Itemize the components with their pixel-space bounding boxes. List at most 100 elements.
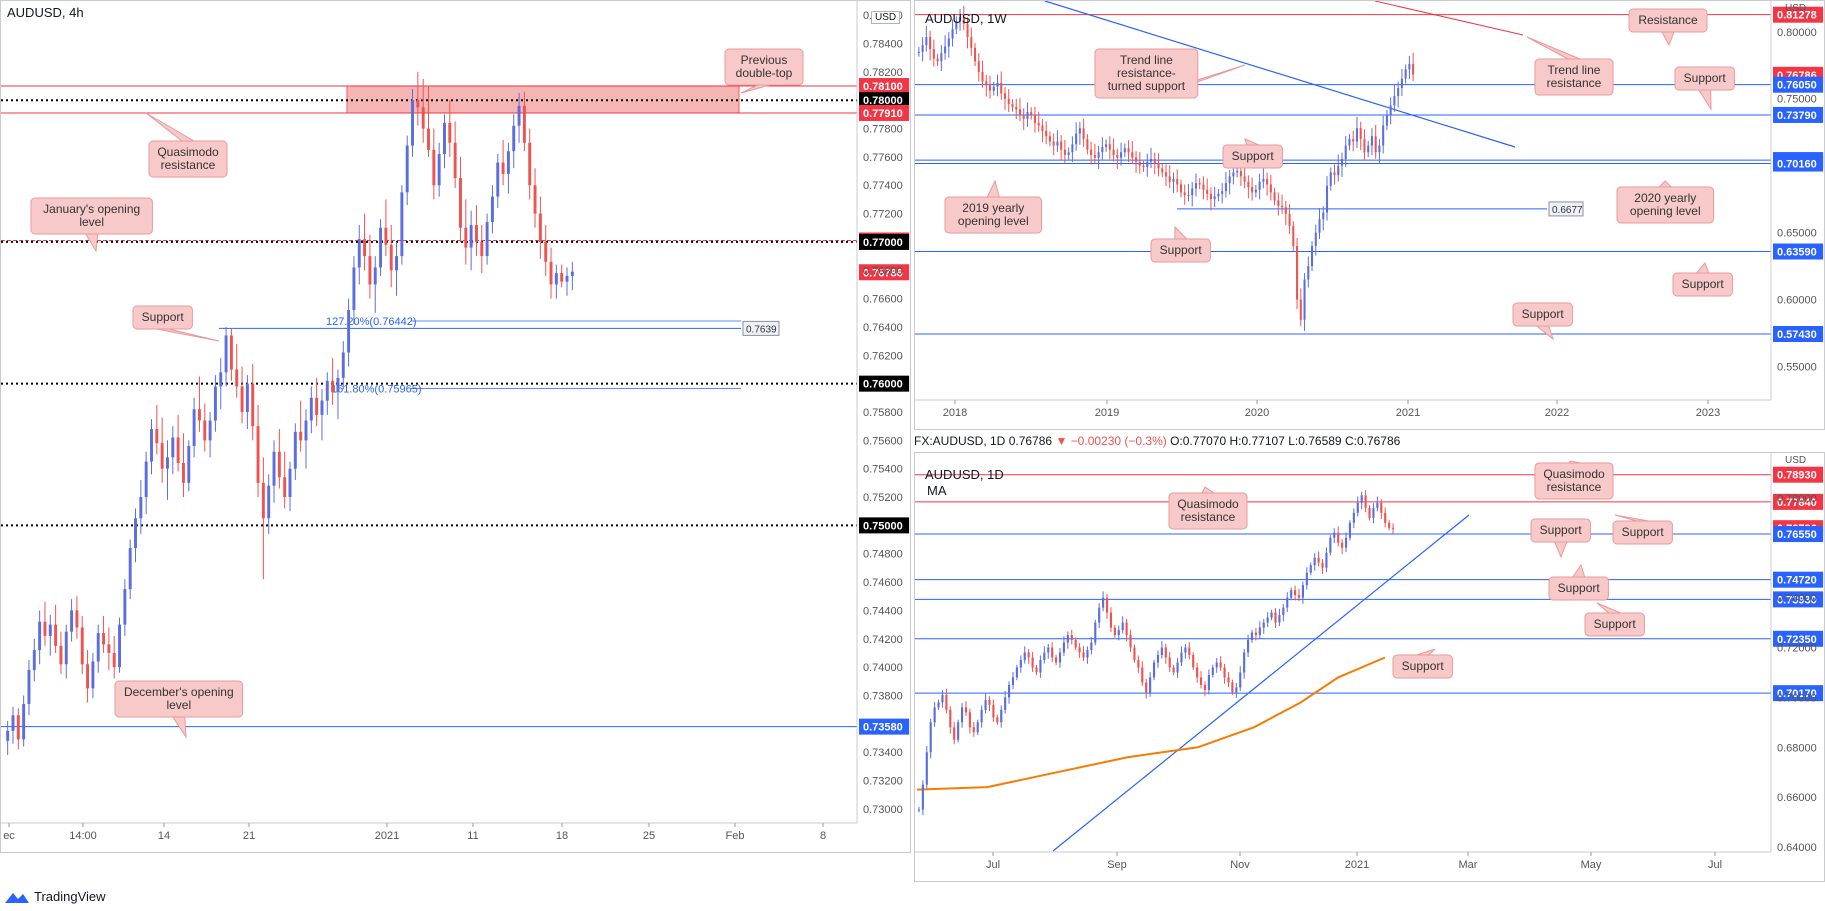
h4-candle — [448, 122, 452, 143]
h4-candle — [368, 256, 372, 285]
chart-daily-svg[interactable]: 0.789300.778400.767860.765500.747200.739… — [915, 453, 1825, 882]
h4-y-tick: 0.74200 — [863, 634, 903, 646]
d1-candle — [949, 709, 952, 728]
callout-quasimodo-resistance-4h-text: Quasimodo — [157, 145, 219, 159]
d-price-tag-0.72350: 0.72350 — [1777, 634, 1817, 646]
d1-candle — [1278, 615, 1281, 623]
d1-candle — [917, 809, 921, 811]
chart-panel-weekly[interactable]: 0.812780.767860.760500.737900.704200.701… — [914, 0, 1825, 430]
h4-candle — [501, 162, 505, 174]
d1-candle — [1117, 630, 1120, 636]
h4-candle — [229, 335, 233, 370]
callout-support-weekly-2-text: Support — [1232, 149, 1275, 163]
w1-candle — [992, 86, 995, 91]
d1-candle — [1368, 507, 1371, 518]
w1-candle — [988, 85, 992, 91]
w1-candle — [936, 58, 939, 62]
callout-support-daily-5-pointer — [1416, 648, 1436, 656]
price-tag-0.76786: 0.76786 — [863, 267, 903, 279]
w1-candle — [1183, 192, 1186, 196]
callout-2020-yearly-opening-pointer — [1658, 180, 1672, 188]
d1-candle — [1105, 597, 1109, 613]
d1-candle — [1168, 657, 1171, 668]
h4-candle — [123, 589, 127, 625]
h4-candle — [219, 372, 223, 387]
callout-support-4h-box — [132, 305, 193, 330]
d1-candle — [1235, 687, 1238, 693]
h4-candle — [538, 213, 542, 242]
d1-candle — [1152, 662, 1156, 678]
d1-candle — [1337, 532, 1340, 543]
price-tag-0.76000: 0.76000 — [863, 379, 903, 391]
d1-candle — [1113, 627, 1116, 636]
h4-x-tick: 18 — [556, 830, 568, 842]
callout-support-weekly-2-box — [1222, 144, 1283, 169]
d1-candle — [1270, 612, 1273, 618]
w1-candle — [1243, 176, 1246, 182]
w1-candle — [1224, 183, 1227, 192]
callout-support-daily-1-pointer — [1554, 541, 1568, 559]
h4-x-tick: 11 — [467, 830, 478, 842]
callout-previous-double-top-box — [724, 48, 804, 86]
w1-candle — [1052, 141, 1055, 146]
chart-4h-svg[interactable]: 0.781000.780000.779100.770100.770000.767… — [1, 1, 911, 853]
h4-candle — [181, 463, 185, 483]
callout-januarys-opening-level-pointer — [85, 233, 99, 253]
d1-candle — [1309, 565, 1312, 573]
chart-panel-4h[interactable]: 0.781000.780000.779100.770100.770000.767… — [0, 0, 911, 853]
d1-candle — [1207, 674, 1210, 690]
h4-candle — [208, 420, 212, 441]
h4-candle — [427, 128, 430, 150]
w1-candle — [944, 46, 947, 54]
h4-candle — [176, 437, 180, 464]
h4-candle — [512, 125, 516, 152]
d1-candle — [1372, 507, 1375, 518]
h4-candle — [480, 241, 484, 257]
d1-candle — [964, 707, 968, 713]
h4-y-tick: 0.74400 — [863, 605, 903, 617]
callout-decembers-opening-level-pointer — [172, 716, 187, 739]
h4-candle — [160, 443, 164, 469]
brand-name: TradingView — [34, 889, 106, 904]
w1-x-tick: 2021 — [1396, 407, 1420, 419]
d-price-tag-0.73930-bg — [1773, 591, 1824, 608]
h4-candle — [443, 122, 446, 155]
h4-candle — [347, 309, 351, 353]
d1-candle — [1356, 502, 1359, 513]
w1-candle — [1153, 158, 1156, 164]
callout-support-weekly-5-box — [1512, 302, 1573, 327]
callout-support-daily-4-box — [1584, 612, 1645, 637]
w1-candle — [1258, 181, 1261, 190]
w1-candle — [1093, 154, 1096, 158]
w1-candle — [1149, 158, 1153, 162]
w1-candle — [1082, 128, 1085, 139]
w1-candle — [1127, 148, 1130, 153]
h4-candle — [528, 142, 532, 186]
w-trendline-resistance — [1374, 1, 1524, 36]
callout-support-daily-4-pointer — [1596, 602, 1621, 614]
d1-candle — [1391, 527, 1395, 529]
callout-resistance-weekly-box — [1628, 8, 1708, 33]
w1-candle — [1146, 161, 1149, 168]
callout-trendline-resistance-weekly-box — [1534, 58, 1614, 96]
price-tag-0.75000: 0.75000 — [863, 520, 903, 532]
d1-candle — [1305, 572, 1308, 586]
d1-candle — [1258, 627, 1261, 636]
h4-candle — [416, 100, 420, 108]
w1-candle — [1296, 246, 1299, 300]
h4-candle — [96, 633, 100, 662]
d1-candle — [1082, 652, 1085, 658]
w1-candle — [932, 49, 935, 59]
down-arrow-icon: ▼ — [1055, 434, 1068, 448]
chart-title-daily: AUDUSD, 1D — [925, 467, 1004, 482]
tradingview-logo[interactable]: TradingView — [4, 889, 106, 904]
w1-candle — [1011, 104, 1014, 107]
h4-y-tick: 0.76600 — [863, 294, 903, 306]
callout-resistance-weekly-text: Resistance — [1638, 13, 1698, 27]
h4-candle — [352, 267, 356, 310]
chart-panel-daily[interactable]: 0.789300.778400.767860.765500.747200.739… — [914, 452, 1825, 882]
chart-weekly-svg[interactable]: 0.812780.767860.760500.737900.704200.701… — [915, 1, 1825, 430]
callout-trendline-support-weekly-text: resistance- — [1117, 66, 1176, 80]
d1-candle — [1297, 595, 1301, 598]
d1-candle — [1325, 552, 1328, 568]
